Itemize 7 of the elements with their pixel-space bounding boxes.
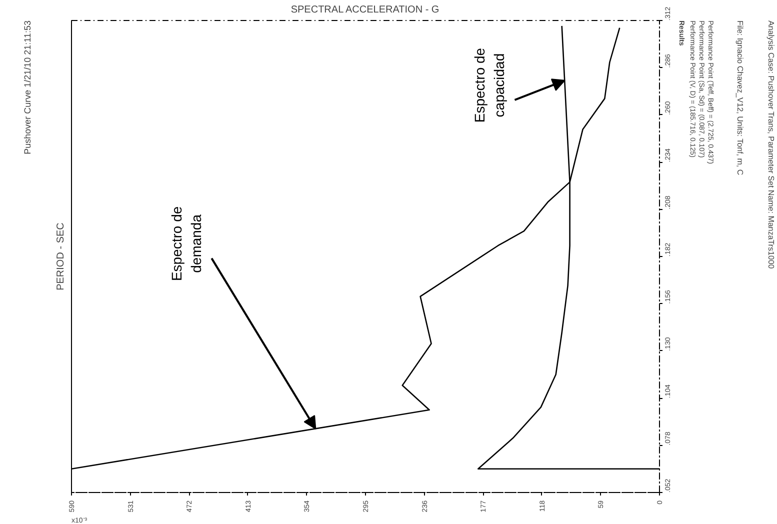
text: Analysis Case: Pushover Trans, Parameter Set Name: ManzaTrs1000 — [766, 20, 776, 270]
x-axis-title: SPECTRAL ACCELERATION - G — [290, 4, 440, 16]
y-axis-title: PERIOD - SEC — [56, 222, 66, 290]
annotation: Espectro de demanda — [168, 206, 204, 282]
text: Pushover Curve 1/21/10 21:11:53 — [22, 20, 32, 154]
annotation: Espectro de capacidad — [472, 48, 507, 123]
text: File: Ignacio Chavez_V12, Units: Tonf, m, C — [736, 20, 744, 176]
